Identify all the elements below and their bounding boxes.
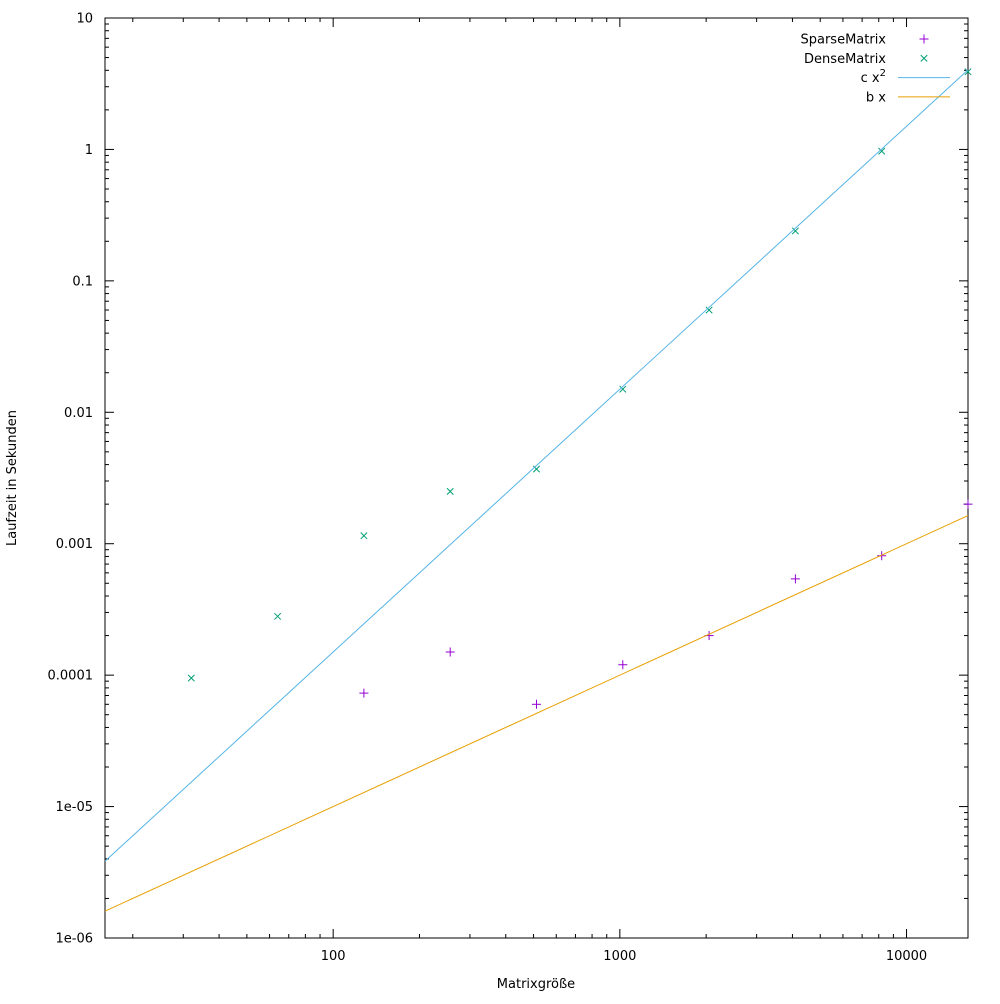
legend-label-b-x: b x xyxy=(866,90,886,105)
data-point-densematrix xyxy=(446,487,454,495)
y-tick-label: 0.01 xyxy=(64,406,93,421)
x-tick-label: 1000 xyxy=(603,949,636,964)
y-tick-label: 0.001 xyxy=(56,537,93,552)
series-line-c-x-2 xyxy=(104,69,969,862)
data-point-densematrix xyxy=(705,306,713,314)
y-axis-title: Laufzeit in Sekunden xyxy=(5,410,20,546)
data-point-densematrix xyxy=(791,227,799,235)
legend-marker-densematrix xyxy=(920,54,928,62)
data-point-densematrix xyxy=(619,385,627,393)
legend-label-densematrix: DenseMatrix xyxy=(804,52,886,67)
legend-label-sparsematrix: SparseMatrix xyxy=(800,33,886,48)
y-tick-label: 1e-05 xyxy=(55,800,93,815)
data-point-densematrix xyxy=(964,68,972,76)
x-axis-title: Matrixgröße xyxy=(497,977,575,992)
plot-border xyxy=(104,17,969,939)
legend-label-c-x-2: c x2 xyxy=(861,68,886,86)
y-tick-label: 0.0001 xyxy=(48,669,94,684)
chart-layer: 100 1000 10000 1e-06 1e-05 0.0001 0.001 0.01 0.1… xyxy=(48,12,973,964)
x-tick-label: 100 xyxy=(321,949,346,964)
y-tick-label: 1e-06 xyxy=(55,932,93,947)
data-point-densematrix xyxy=(187,674,195,682)
y-tick-label: 1 xyxy=(85,143,93,158)
y-tick-label: 10 xyxy=(76,12,93,27)
series-line-b-x xyxy=(104,515,969,912)
data-point-densematrix xyxy=(360,532,368,540)
y-tick-label: 0.1 xyxy=(72,274,93,289)
data-point-densematrix xyxy=(878,147,886,155)
x-tick-label: 10000 xyxy=(886,949,927,964)
data-point-densematrix xyxy=(274,612,282,620)
data-point-densematrix xyxy=(532,465,541,473)
